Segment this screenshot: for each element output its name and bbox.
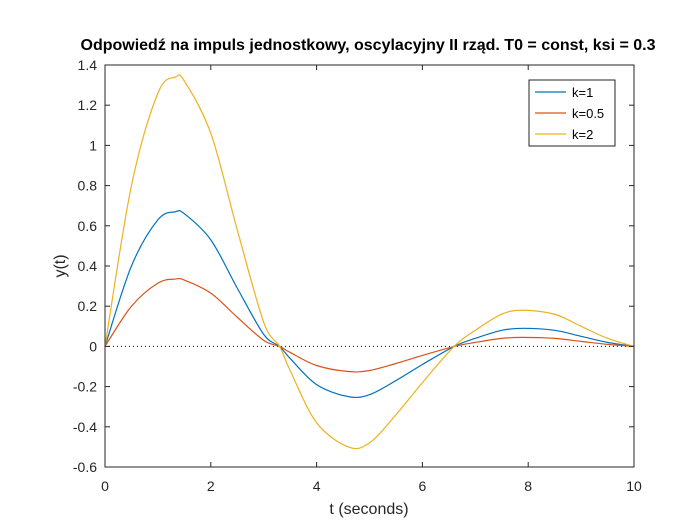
legend-label: k=0.5 xyxy=(572,106,604,121)
y-tick-label: 0.8 xyxy=(78,178,98,194)
legend: k=1 k=0.5 k=2 xyxy=(528,79,616,147)
y-tick-label: -0.2 xyxy=(73,379,97,395)
x-tick-label: 10 xyxy=(626,478,642,494)
series-line-2 xyxy=(104,74,635,450)
x-axis-label: t (seconds) xyxy=(329,501,408,518)
y-tick-label: 0.2 xyxy=(78,298,98,314)
x-tick-label: 8 xyxy=(524,478,532,494)
y-tick-label: 1.4 xyxy=(78,57,98,73)
y-tick-label: 0.4 xyxy=(78,258,98,274)
y-tick-label: -0.4 xyxy=(73,419,97,435)
legend-label: k=2 xyxy=(572,127,593,142)
y-tick-label: 1.2 xyxy=(78,97,98,113)
y-tick-label: 0.6 xyxy=(78,218,98,234)
x-tick-label: 6 xyxy=(419,478,427,494)
x-tick-label: 2 xyxy=(207,478,215,494)
x-axis: 0 2 4 6 8 10 xyxy=(101,65,642,494)
chart-title: Odpowiedź na impuls jednostkowy, oscylac… xyxy=(81,37,656,54)
y-axis: -0.6 -0.4 -0.2 0 0.2 0.4 0.6 0.8 1 1.2 1.4 xyxy=(73,57,634,475)
legend-label: k=1 xyxy=(572,85,593,100)
x-tick-label: 4 xyxy=(313,478,321,494)
x-tick-label: 0 xyxy=(101,478,109,494)
y-tick-label: -0.6 xyxy=(73,459,97,475)
series-layer xyxy=(104,74,635,450)
y-tick-label: 1 xyxy=(89,137,97,153)
series-line-0 xyxy=(104,210,635,399)
y-axis-label: y(t) xyxy=(52,254,69,277)
y-tick-label: 0 xyxy=(89,338,97,354)
series-line-1 xyxy=(104,277,635,373)
